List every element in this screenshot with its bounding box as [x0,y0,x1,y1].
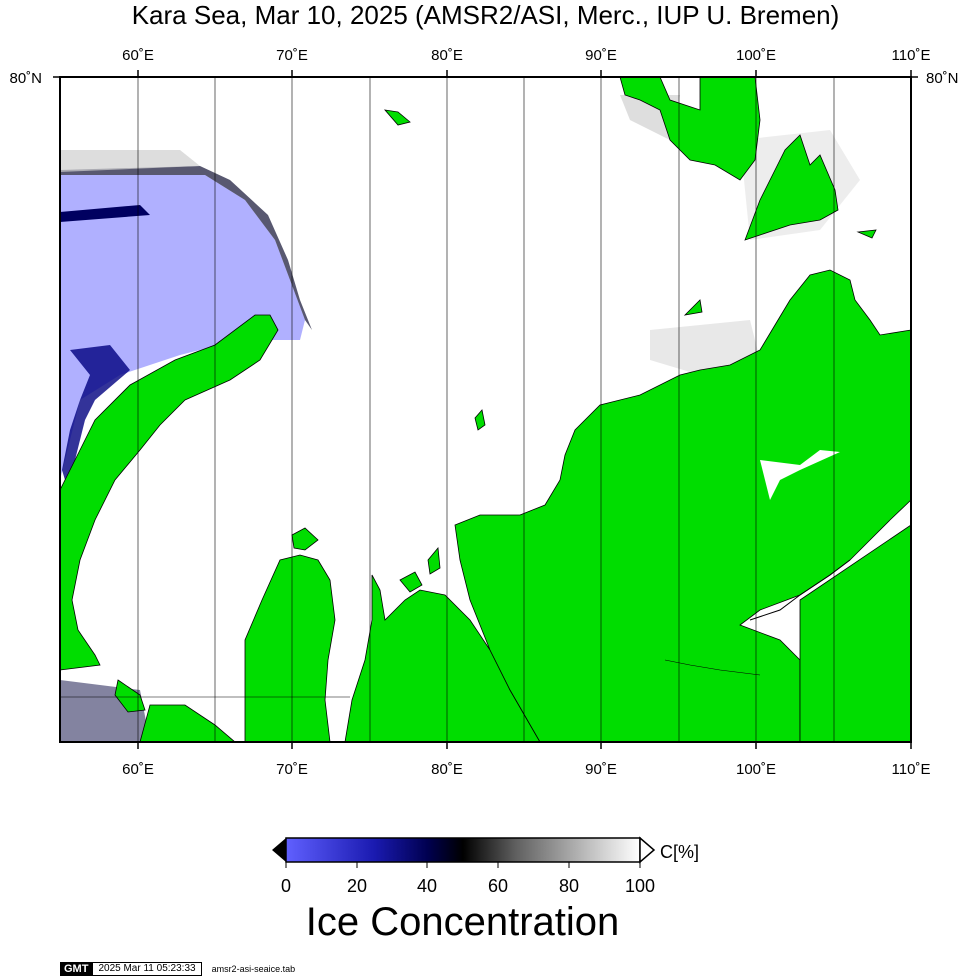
land-bely-island [291,527,319,551]
colorbar-low-triangle [272,838,286,862]
river [664,659,761,676]
colorbar-unit-label: C[%] [660,842,699,862]
lon-label-bottom: 110˚E [892,761,931,778]
axis-ticks [53,70,918,749]
colorbar-tick: 80 [559,876,579,896]
lat-label-right: 80˚N [926,70,959,87]
colorbar-tick: 40 [417,876,437,896]
lon-label-bottom: 80˚E [431,761,463,778]
lon-label-top: 90˚E [585,47,617,64]
lon-label-top: 110˚E [892,47,931,64]
ice-edge-band-west [60,205,150,222]
colorbar-gradient [285,837,641,863]
ice-transition-patch [60,150,200,172]
footer: GMT 2025 Mar 11 05:23:33 amsr2-asi-seaic… [60,962,295,976]
lon-label-top: 100˚E [736,47,776,64]
land-severnaya-zemlya-2 [744,134,839,241]
land-severnaya-zemlya-1 [619,77,761,181]
land-vaygach [114,679,146,713]
timestamp: 2025 Mar 11 05:23:33 [92,962,202,976]
land-small-island [399,571,423,593]
land-small-island [683,299,703,316]
colorbar-tick: 0 [281,876,291,896]
land-small-island [383,109,411,126]
lon-label-top: 80˚E [431,47,463,64]
land-taymyr-east [799,524,911,742]
river [749,559,851,621]
land-small-island [427,547,441,575]
land-small-island [856,229,877,239]
land-yamal [244,554,336,742]
land-novaya-zemlya [60,314,279,671]
ice-transition-patch [650,320,760,375]
map-frame [59,76,912,743]
colorbar: 0 20 40 60 80 100 C[%] [272,836,699,896]
colorbar-tick: 60 [488,876,508,896]
colorbar-tick: 100 [625,876,655,896]
colorbar-high-triangle [639,836,656,864]
lon-label-top: 60˚E [122,47,154,64]
filename: amsr2-asi-seaice.tab [211,964,296,974]
lon-label-bottom: 60˚E [122,761,154,778]
colorbar-tick: 20 [347,876,367,896]
gmt-logo: GMT [60,962,93,976]
lon-label-bottom: 100˚E [736,761,776,778]
lon-label-bottom: 90˚E [585,761,617,778]
lon-label-top: 70˚E [276,47,308,64]
map-title: Kara Sea, Mar 10, 2025 (AMSR2/ASI, Merc.… [131,0,840,30]
land-small-island [474,409,486,431]
lon-label-bottom: 70˚E [276,761,308,778]
lat-label-left: 80˚N [9,70,42,87]
colorbar-title: Ice Concentration [305,900,620,944]
ice-edge-band-south [62,345,130,480]
land-taymyr [454,269,911,742]
land-south-mainland [139,704,236,742]
inlet [760,450,840,500]
open-water-region [60,175,305,480]
meridian-grid [60,77,835,742]
